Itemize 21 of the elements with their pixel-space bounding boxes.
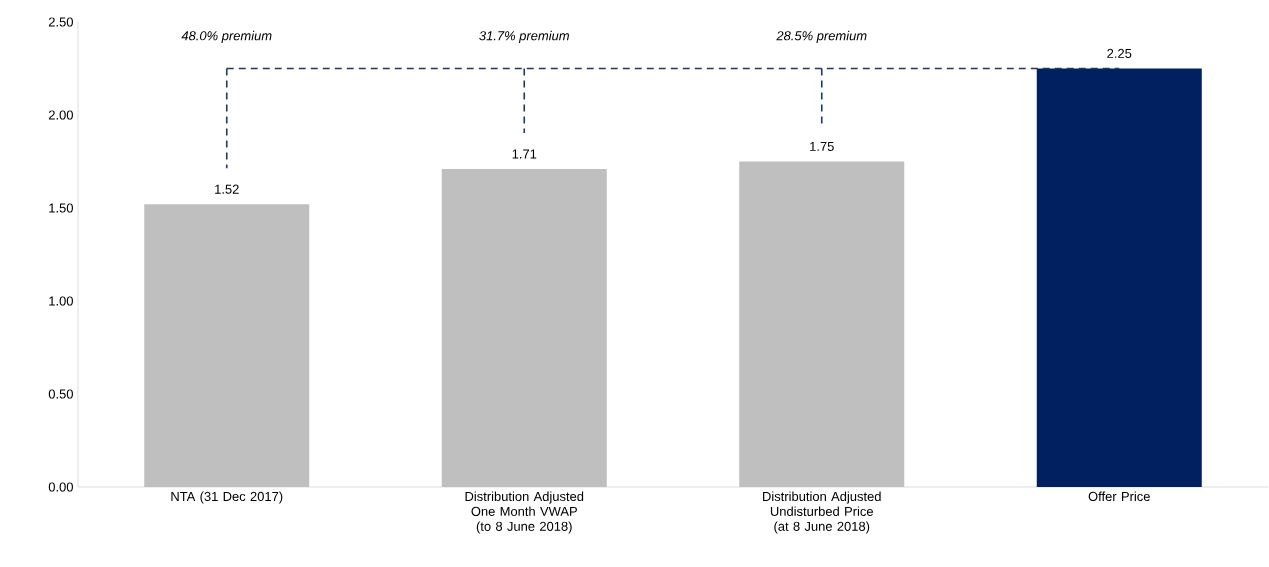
annotation: 28.5% premium bbox=[776, 30, 867, 43]
bar bbox=[1036, 68, 1202, 487]
x-tick-label: Distribution Adjusted One Month VWAP (to 8 June 2018) bbox=[465, 491, 584, 534]
bar bbox=[739, 161, 905, 487]
x-tick-label: NTA (31 Dec 2017) bbox=[171, 491, 283, 504]
data-label: 1.71 bbox=[512, 149, 537, 159]
bar bbox=[441, 168, 607, 487]
y-tick-label: 1.50 bbox=[49, 203, 73, 213]
y-tick-label: 1.00 bbox=[49, 296, 73, 306]
data-label: 2.25 bbox=[1107, 48, 1132, 58]
y-tick-label: 2.00 bbox=[48, 110, 73, 120]
data-label: 1.52 bbox=[215, 184, 239, 194]
x-tick-label: Offer Price bbox=[1088, 491, 1150, 502]
y-tick-label: 0.00 bbox=[48, 482, 73, 492]
x-tick-label: Distribution Adjusted Undisturbed Price (at 8 June 2018) bbox=[763, 491, 881, 534]
y-tick-label: 2.50 bbox=[48, 17, 73, 27]
bar bbox=[144, 204, 310, 487]
y-tick-label: 0.50 bbox=[48, 389, 73, 399]
annotation: 31.7% premium bbox=[479, 30, 569, 43]
annotation: 48.0% premium bbox=[181, 30, 272, 43]
data-label: 1.75 bbox=[810, 141, 834, 151]
